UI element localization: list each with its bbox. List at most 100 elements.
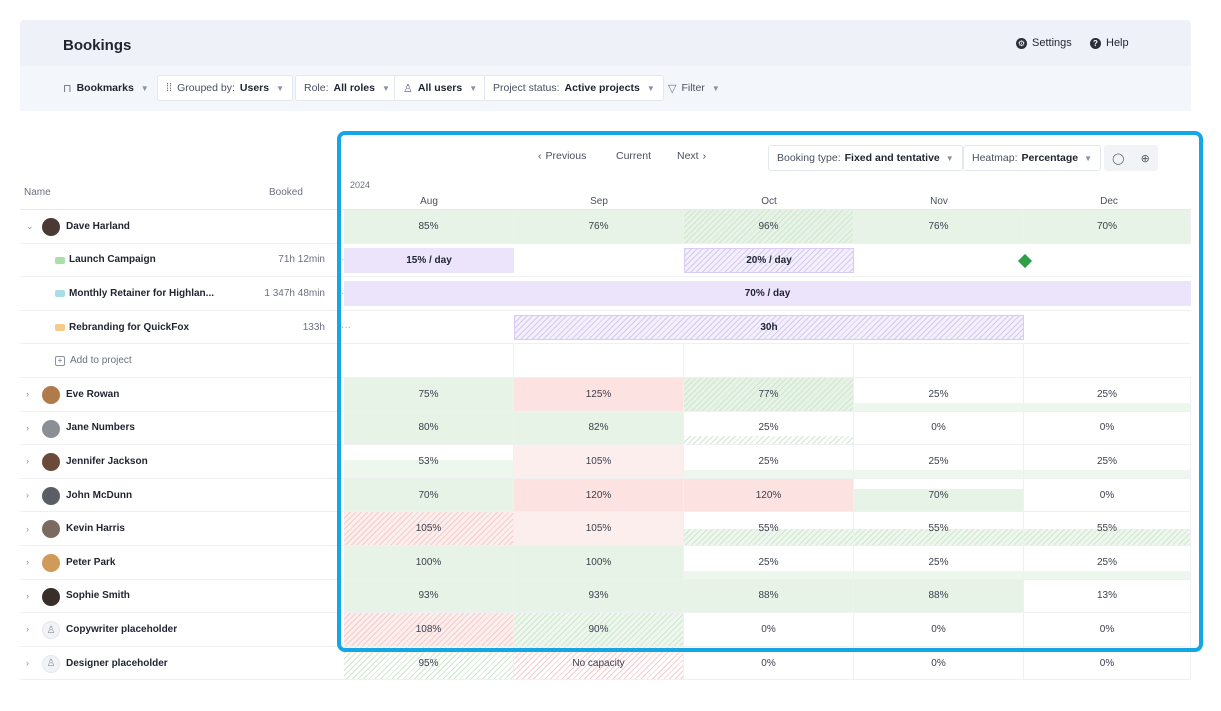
chevron-right-icon[interactable]: ›: [26, 624, 29, 635]
chevron-right-icon[interactable]: ›: [26, 456, 29, 467]
chevron-right-icon[interactable]: ›: [26, 523, 29, 534]
chevron-right-icon[interactable]: ›: [26, 422, 29, 433]
heatmap-cell[interactable]: 125%: [514, 378, 684, 411]
chevron-right-icon[interactable]: ›: [26, 490, 29, 501]
project-status-dropdown[interactable]: Project status: Active projects ▼: [484, 75, 664, 101]
heatmap-cell[interactable]: 0%: [1024, 613, 1191, 646]
heatmap-cell[interactable]: 77%: [684, 378, 854, 411]
avatar: [42, 520, 60, 539]
booking-type-dropdown[interactable]: Booking type: Fixed and tentative ▼: [768, 145, 963, 171]
heatmap-cell[interactable]: 105%: [344, 512, 514, 545]
table-row[interactable]: Launch Campaign 71h 12min ··· 15% / day …: [20, 244, 1191, 278]
booking-bar[interactable]: 20% / day: [684, 247, 854, 273]
heatmap-cell[interactable]: 70%: [344, 478, 514, 512]
heatmap-cell[interactable]: 25%: [854, 378, 1024, 411]
user-name: Dave Harland: [66, 220, 130, 232]
heatmap-cell[interactable]: 55%: [1024, 512, 1191, 545]
heatmap-cell[interactable]: 105%: [514, 445, 684, 478]
chevron-right-icon[interactable]: ›: [26, 389, 29, 400]
grouped-by-dropdown[interactable]: ⁞⁞ Grouped by: Users ▼: [157, 75, 294, 101]
settings-button[interactable]: ⚙ Settings: [1016, 37, 1072, 49]
table-row[interactable]: › Jane Numbers 80% 82% 25% 0% 0%: [20, 411, 1191, 446]
filter-toolbar: ⊓ Bookmarks ▼ ⁞⁞ Grouped by: Users ▼ Rol…: [20, 66, 1191, 111]
heatmap-cell[interactable]: 0%: [684, 613, 854, 646]
heatmap-cell[interactable]: 85%: [344, 210, 514, 243]
heatmap-cell[interactable]: 0%: [1024, 646, 1191, 680]
heatmap-cell[interactable]: 25%: [1024, 378, 1191, 411]
next-button[interactable]: Next ›: [677, 150, 706, 162]
heatmap-cell[interactable]: 25%: [854, 546, 1024, 579]
heatmap-cell[interactable]: 76%: [854, 210, 1024, 243]
heatmap-cell[interactable]: 25%: [854, 445, 1024, 478]
heatmap-cell[interactable]: 70%: [1024, 210, 1191, 243]
heatmap-cell[interactable]: 0%: [1024, 411, 1191, 445]
heatmap-cell[interactable]: 105%: [514, 512, 684, 545]
table-row[interactable]: ⌄ Dave Harland 85% 76% 96% 76% 70%: [20, 210, 1191, 244]
heatmap-cell[interactable]: 88%: [854, 579, 1024, 613]
chevron-right-icon[interactable]: ›: [26, 658, 29, 669]
heatmap-cell[interactable]: 108%: [344, 613, 514, 646]
table-row[interactable]: › Kevin Harris 105% 105% 55% 55% 55%: [20, 512, 1191, 546]
booking-bar[interactable]: 15% / day: [344, 247, 514, 273]
table-row[interactable]: › Sophie Smith 93% 93% 88% 88% 13%: [20, 579, 1191, 614]
heatmap-cell[interactable]: 25%: [1024, 546, 1191, 579]
heatmap-cell[interactable]: 0%: [854, 646, 1024, 680]
help-button[interactable]: ? Help: [1090, 37, 1129, 49]
chevron-right-icon[interactable]: ›: [26, 590, 29, 601]
table-row[interactable]: Rebranding for QuickFox 133h ··· 30h: [20, 311, 1191, 345]
heatmap-cell[interactable]: 90%: [514, 613, 684, 646]
heatmap-cell[interactable]: 120%: [684, 478, 854, 512]
heatmap-cell[interactable]: 96%: [684, 210, 854, 243]
booking-bar[interactable]: 70% / day: [344, 281, 1191, 307]
heatmap-cell[interactable]: 25%: [684, 411, 854, 445]
heatmap-cell[interactable]: 120%: [514, 478, 684, 512]
heatmap-cell[interactable]: 55%: [854, 512, 1024, 545]
heatmap-cell[interactable]: 53%: [344, 445, 514, 478]
heatmap-cell[interactable]: 82%: [514, 411, 684, 445]
heatmap-cell[interactable]: 0%: [684, 646, 854, 680]
heatmap-cell[interactable]: 0%: [854, 613, 1024, 646]
booked-hours: 1 347h 48min: [264, 287, 325, 299]
comment-icon[interactable]: ◯: [1112, 152, 1125, 165]
heatmap-cell[interactable]: 75%: [344, 378, 514, 411]
heatmap-cell[interactable]: 76%: [514, 210, 684, 243]
users-dropdown[interactable]: ♙ All users ▼: [394, 75, 487, 101]
add-comment-icon[interactable]: ⊕: [1140, 152, 1150, 165]
heatmap-cell[interactable]: 13%: [1024, 579, 1191, 613]
table-row[interactable]: › Jennifer Jackson 53% 105% 25% 25% 25%: [20, 445, 1191, 479]
heatmap-dropdown[interactable]: Heatmap: Percentage ▼: [963, 145, 1102, 171]
heatmap-cell[interactable]: 25%: [684, 546, 854, 579]
chevron-down-icon[interactable]: ⌄: [26, 220, 34, 231]
bookmarks-dropdown[interactable]: ⊓ Bookmarks ▼: [55, 75, 157, 101]
heatmap-cell[interactable]: 55%: [684, 512, 854, 545]
table-row[interactable]: › Peter Park 100% 100% 25% 25% 25%: [20, 546, 1191, 580]
more-icon[interactable]: ···: [341, 321, 351, 333]
table-row[interactable]: › John McDunn 70% 120% 120% 70% 0%: [20, 478, 1191, 513]
heatmap-cell[interactable]: 93%: [514, 579, 684, 613]
heatmap-cell[interactable]: 80%: [344, 411, 514, 445]
bookmark-icon: ⊓: [63, 82, 72, 95]
heatmap-cell[interactable]: 25%: [1024, 445, 1191, 478]
heatmap-cell[interactable]: 95%: [344, 646, 514, 680]
heatmap-cell[interactable]: No capacity: [514, 646, 684, 680]
current-button[interactable]: Current: [616, 150, 651, 162]
heatmap-cell[interactable]: 88%: [684, 579, 854, 613]
heatmap-cell[interactable]: 25%: [684, 445, 854, 478]
table-row[interactable]: › Eve Rowan 75% 125% 77% 25% 25%: [20, 378, 1191, 412]
heatmap-cell[interactable]: 93%: [344, 579, 514, 613]
heatmap-cell[interactable]: 0%: [1024, 478, 1191, 512]
heatmap-cell[interactable]: 70%: [854, 478, 1024, 512]
chevron-right-icon[interactable]: ›: [26, 557, 29, 568]
heatmap-cell[interactable]: 100%: [514, 546, 684, 579]
milestone-icon[interactable]: [1017, 253, 1033, 268]
filter-button[interactable]: ▽ Filter ▼: [660, 75, 728, 101]
previous-button[interactable]: ‹ Previous: [538, 150, 586, 162]
heatmap-cell[interactable]: 100%: [344, 546, 514, 579]
role-dropdown[interactable]: Role: All roles ▼: [295, 75, 399, 101]
table-row[interactable]: Monthly Retainer for Highlan... 1 347h 4…: [20, 277, 1191, 311]
table-row[interactable]: › ♙ Designer placeholder 95% No capacity…: [20, 646, 1191, 681]
booking-bar[interactable]: 30h: [514, 314, 1024, 340]
heatmap-cell[interactable]: 0%: [854, 411, 1024, 445]
add-to-project-button[interactable]: + Add to project: [55, 355, 132, 366]
table-row[interactable]: › ♙ Copywriter placeholder 108% 90% 0% 0…: [20, 613, 1191, 647]
